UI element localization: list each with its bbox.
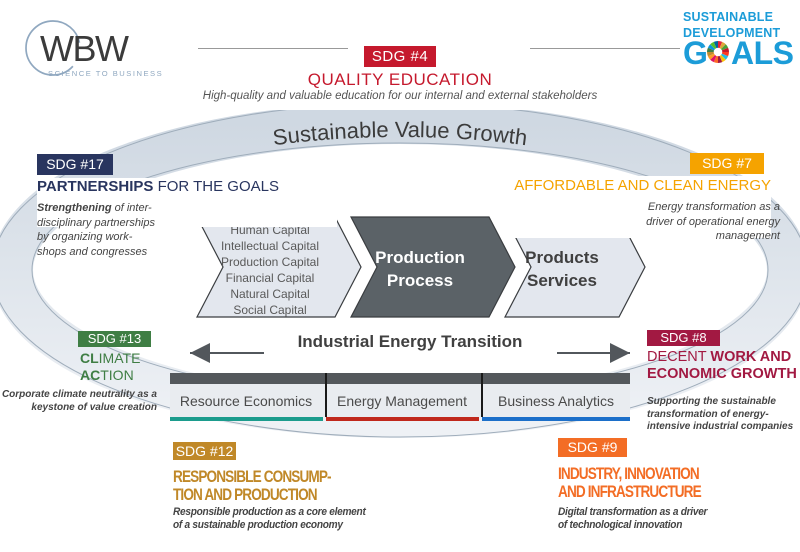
svg-text:G: G xyxy=(683,35,707,71)
svg-text:SCIENCE TO BUSINESS: SCIENCE TO BUSINESS xyxy=(48,69,163,78)
svg-text:Natural Capital: Natural Capital xyxy=(230,287,309,301)
svg-text:Industrial Energy Transition: Industrial Energy Transition xyxy=(298,332,523,351)
svg-text:Resource Economics: Resource Economics xyxy=(180,393,312,409)
svg-text:Process: Process xyxy=(387,271,453,290)
svg-text:ALS: ALS xyxy=(731,35,794,71)
svg-text:Products: Products xyxy=(525,248,599,267)
svg-text:Intellectual Capital: Intellectual Capital xyxy=(221,239,319,253)
svg-text:Social Capital: Social Capital xyxy=(233,303,306,317)
svg-text:Energy Management: Energy Management xyxy=(337,393,467,409)
svg-text:Production: Production xyxy=(375,248,465,267)
svg-text:Services: Services xyxy=(527,271,597,290)
svg-text:SUSTAINABLE: SUSTAINABLE xyxy=(683,10,773,24)
svg-text:WBW: WBW xyxy=(40,28,129,69)
svg-text:Production Capital: Production Capital xyxy=(221,255,319,269)
svg-text:Business Analytics: Business Analytics xyxy=(498,393,614,409)
svg-text:Financial Capital: Financial Capital xyxy=(226,271,315,285)
